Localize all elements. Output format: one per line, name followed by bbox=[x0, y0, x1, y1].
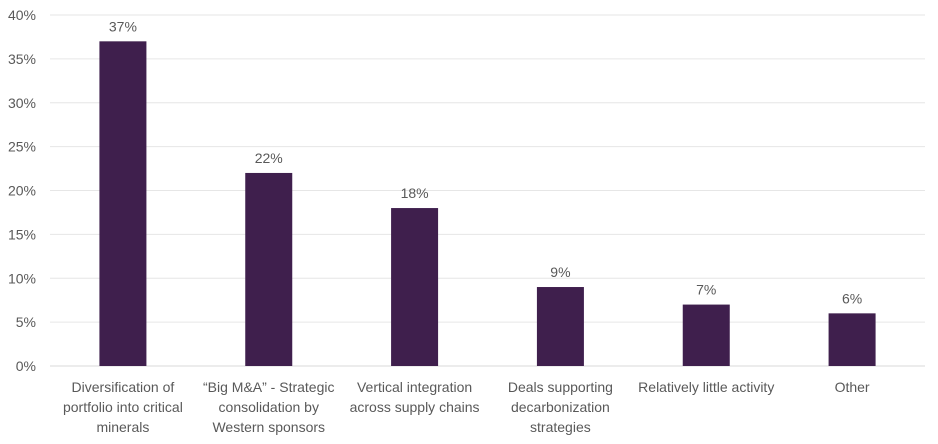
y-tick-label: 20% bbox=[8, 183, 36, 199]
bar bbox=[682, 304, 730, 366]
y-tick-label: 15% bbox=[8, 226, 36, 242]
data-label: 18% bbox=[401, 185, 429, 201]
data-label: 7% bbox=[696, 282, 716, 298]
data-label: 6% bbox=[842, 290, 862, 306]
data-label: 9% bbox=[550, 264, 570, 280]
x-tick-label: Diversification of portfolio into critic… bbox=[62, 379, 183, 435]
bar bbox=[99, 41, 147, 366]
y-tick-label: 10% bbox=[8, 270, 36, 286]
y-tick-label: 25% bbox=[8, 139, 36, 155]
x-tick-label: Vertical integration across supply chain… bbox=[349, 379, 480, 415]
x-tick-label: Relatively little activity bbox=[638, 379, 775, 395]
x-tick-label: Deals supporting decarbonization strateg… bbox=[507, 379, 613, 435]
y-tick-label: 40% bbox=[8, 7, 36, 23]
y-tick-label: 30% bbox=[8, 95, 36, 111]
bar bbox=[391, 208, 439, 366]
bar bbox=[828, 313, 876, 366]
x-tick-label: “Big M&A” - Strategic consolidation by W… bbox=[203, 379, 335, 435]
y-tick-label: 5% bbox=[16, 314, 36, 330]
y-tick-label: 0% bbox=[16, 358, 36, 374]
data-label: 22% bbox=[255, 150, 283, 166]
bar bbox=[245, 172, 293, 366]
y-tick-label: 35% bbox=[8, 51, 36, 67]
data-label: 37% bbox=[109, 18, 137, 34]
bar bbox=[536, 287, 584, 366]
x-tick-label: Other bbox=[834, 379, 870, 395]
